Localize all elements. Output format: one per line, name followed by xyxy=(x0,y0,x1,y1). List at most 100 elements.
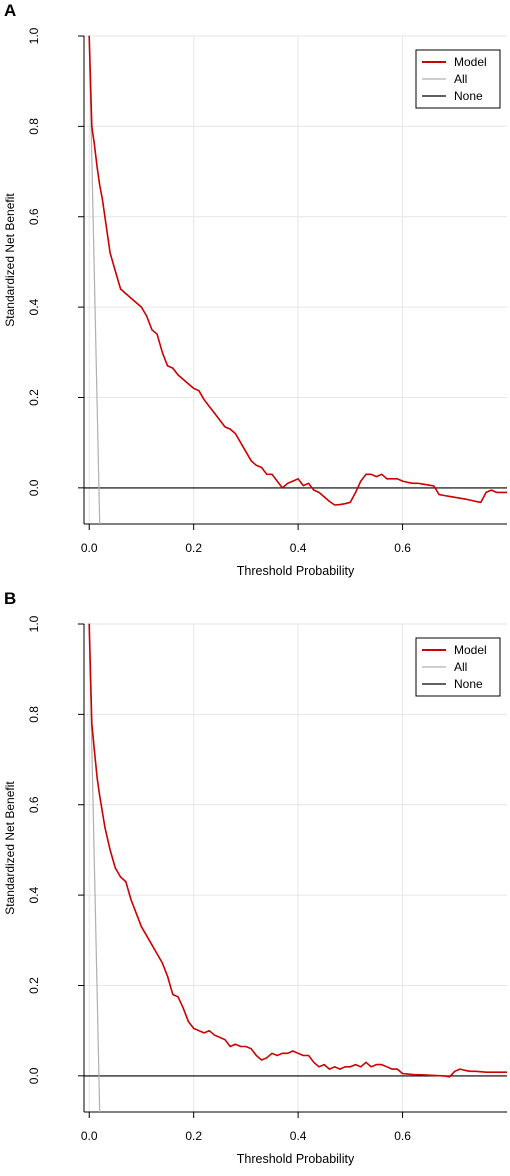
y-tick-label: 0.6 xyxy=(27,796,41,813)
model-point xyxy=(412,1073,414,1076)
model-point xyxy=(475,1070,477,1072)
panel-letter-a: A xyxy=(4,1,17,20)
model-point xyxy=(234,1043,236,1045)
model-point xyxy=(91,125,93,127)
panel-a: A 0.0 0.2 0.4 0.6 0.8 1.0 0.0 0.2 0.4 0.6 Threshol… xyxy=(3,1,507,578)
model-point xyxy=(375,476,377,478)
model-point xyxy=(297,478,299,480)
model-point xyxy=(276,1054,278,1057)
model-point xyxy=(328,1068,330,1070)
model-point xyxy=(245,1045,247,1048)
model-point xyxy=(334,1066,336,1068)
model-point xyxy=(245,451,247,453)
model-point xyxy=(240,1045,242,1048)
model-point xyxy=(198,390,200,392)
model-point xyxy=(422,483,424,485)
model-point xyxy=(167,365,169,367)
y-tick-label: 0.0 xyxy=(27,1067,41,1084)
model-point xyxy=(104,826,106,828)
model-point xyxy=(114,270,116,272)
model-point xyxy=(250,460,252,462)
y-tick-label: 0.4 xyxy=(27,298,41,315)
legend-label-all: All xyxy=(454,72,467,86)
model-point xyxy=(323,496,325,498)
model-point xyxy=(99,184,101,186)
model-point xyxy=(349,1066,351,1068)
y-axis-label: Standardized Net Benefit xyxy=(3,781,17,915)
model-point xyxy=(464,1069,466,1071)
model-point xyxy=(412,482,414,484)
model-point xyxy=(318,491,320,493)
model-point xyxy=(151,329,153,331)
model-point xyxy=(344,1066,346,1068)
model-point xyxy=(386,478,388,480)
y-tick-label: 0.0 xyxy=(27,479,41,496)
model-point xyxy=(396,478,398,480)
x-tick-label: 0.4 xyxy=(290,541,307,555)
model-point xyxy=(292,1050,294,1052)
legend-label-model: Model xyxy=(454,55,487,69)
model-point xyxy=(91,722,93,724)
model-point xyxy=(161,962,163,964)
model-point xyxy=(172,993,174,996)
model-point xyxy=(182,1007,184,1009)
model-point xyxy=(271,1052,273,1054)
model-point xyxy=(281,1052,283,1054)
model-point xyxy=(339,504,341,506)
model-point xyxy=(355,1064,357,1066)
x-tick-label: 0.2 xyxy=(185,1129,202,1143)
model-point xyxy=(469,499,471,501)
model-point xyxy=(130,899,132,901)
model-point xyxy=(187,383,189,385)
model-point xyxy=(459,497,461,499)
model-point xyxy=(125,881,127,883)
model-point xyxy=(318,1066,320,1068)
model-point xyxy=(292,480,294,482)
model-point xyxy=(308,482,310,484)
model-point xyxy=(96,777,98,779)
decision-curve-chart-b: 0.0 0.2 0.4 0.6 0.8 1.0 0.0 0.2 0.4 0.6 Threshold … xyxy=(3,615,507,1166)
y-tick-label: 1.0 xyxy=(27,27,41,44)
model-point xyxy=(402,1073,404,1075)
model-point xyxy=(370,473,372,475)
model-point xyxy=(88,35,90,37)
y-tick-label: 0.2 xyxy=(27,977,41,994)
model-point xyxy=(229,1045,231,1048)
model-point xyxy=(454,1070,456,1072)
legend-label-none: None xyxy=(454,677,483,691)
series-line-model xyxy=(88,623,507,1078)
model-point xyxy=(422,1074,424,1076)
model-point xyxy=(433,1074,435,1076)
model-point xyxy=(302,485,304,487)
model-point xyxy=(208,405,210,408)
model-point xyxy=(454,496,456,498)
model-point xyxy=(334,504,336,506)
x-axis-label: Threshold Probability xyxy=(237,1152,355,1166)
model-point xyxy=(99,795,101,797)
model-point xyxy=(381,1064,383,1066)
model-point xyxy=(140,306,142,308)
y-tick-label: 0.6 xyxy=(27,208,41,225)
y-tick-label: 0.8 xyxy=(27,706,41,723)
model-point xyxy=(234,433,236,435)
y-tick-label: 0.2 xyxy=(27,389,41,406)
model-point xyxy=(302,1054,304,1057)
model-point xyxy=(88,623,90,625)
model-point xyxy=(93,143,95,145)
model-point xyxy=(109,252,111,254)
model-point xyxy=(261,466,263,469)
model-point xyxy=(490,489,492,491)
model-point xyxy=(349,501,351,503)
model-point xyxy=(125,293,127,295)
model-point xyxy=(109,849,111,851)
model-point xyxy=(161,351,163,353)
decision-curve-chart-a: 0.0 0.2 0.4 0.6 0.8 1.0 0.0 0.2 0.4 0.6 Threshold … xyxy=(3,27,507,578)
x-tick-label: 0.6 xyxy=(394,1129,411,1143)
model-point xyxy=(193,1027,195,1029)
model-point xyxy=(469,1070,471,1072)
model-point xyxy=(417,482,419,484)
model-point xyxy=(287,482,289,484)
x-tick-label: 0.6 xyxy=(394,541,411,555)
model-point xyxy=(485,491,487,493)
model-point xyxy=(255,464,257,466)
